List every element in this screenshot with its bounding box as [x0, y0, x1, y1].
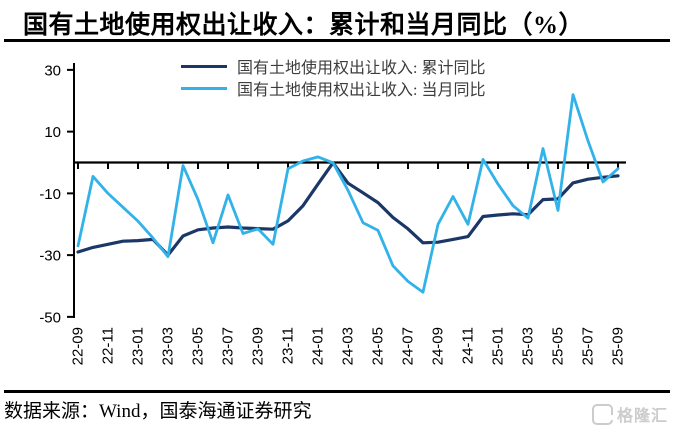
x-tick-label: 25-05 [550, 327, 567, 365]
x-tick-label: 22-11 [100, 327, 117, 364]
x-tick-label: 23-01 [130, 327, 147, 365]
series-line-monthly-yoy [76, 93, 620, 294]
x-tick-label: 23-03 [160, 327, 177, 365]
x-tick-label: 25-03 [520, 327, 537, 365]
title-divider [4, 39, 670, 42]
y-tick-label: 10 [44, 124, 61, 141]
footer-divider [4, 390, 670, 393]
x-tick-label: 24-03 [340, 327, 357, 365]
legend-label-cumulative: 国有土地使用权出让收入: 累计同比 [237, 60, 486, 77]
chart-legend: 国有土地使用权出让收入: 累计同比 国有土地使用权出让收入: 当月同比 [181, 55, 485, 99]
x-tick-label: 23-11 [280, 327, 297, 364]
x-tick-label: 24-01 [310, 327, 327, 365]
y-tick-label: -10 [39, 186, 61, 203]
legend-item-cumulative: 国有土地使用权出让收入: 累计同比 [181, 55, 485, 77]
x-tick-label: 23-07 [220, 327, 237, 365]
x-tick-label: 23-09 [250, 327, 267, 365]
x-tick-label: 24-11 [460, 327, 477, 364]
x-tick-label: 25-09 [610, 327, 627, 365]
legend-line-swatch-cumulative [181, 64, 227, 68]
chart-title: 国有土地使用权出让收入：累计和当月同比（%） [23, 12, 585, 39]
legend-item-monthly: 国有土地使用权出让收入: 当月同比 [181, 77, 485, 99]
x-tick-label: 24-07 [400, 327, 417, 365]
x-tick-label: 22-09 [70, 327, 87, 365]
legend-label-monthly: 国有土地使用权出让收入: 当月同比 [237, 82, 486, 99]
gelonghui-logo-text: 格隆汇 [616, 408, 668, 425]
y-tick-label: 30 [44, 62, 61, 79]
y-tick-label: -30 [39, 248, 61, 265]
x-tick-label: 25-07 [580, 327, 597, 365]
x-tick-label: 24-09 [430, 327, 447, 365]
y-tick-label: -50 [39, 309, 61, 326]
x-tick-label: 25-01 [490, 327, 507, 365]
gelonghui-logo-icon [591, 403, 614, 425]
x-tick-label: 24-05 [370, 327, 387, 365]
legend-line-swatch-monthly [181, 86, 227, 90]
gelonghui-watermark: 格隆汇 [591, 402, 668, 426]
data-source-note: 数据来源：Wind，国泰海通证券研究 [4, 401, 312, 422]
x-tick-label: 23-05 [190, 327, 207, 365]
